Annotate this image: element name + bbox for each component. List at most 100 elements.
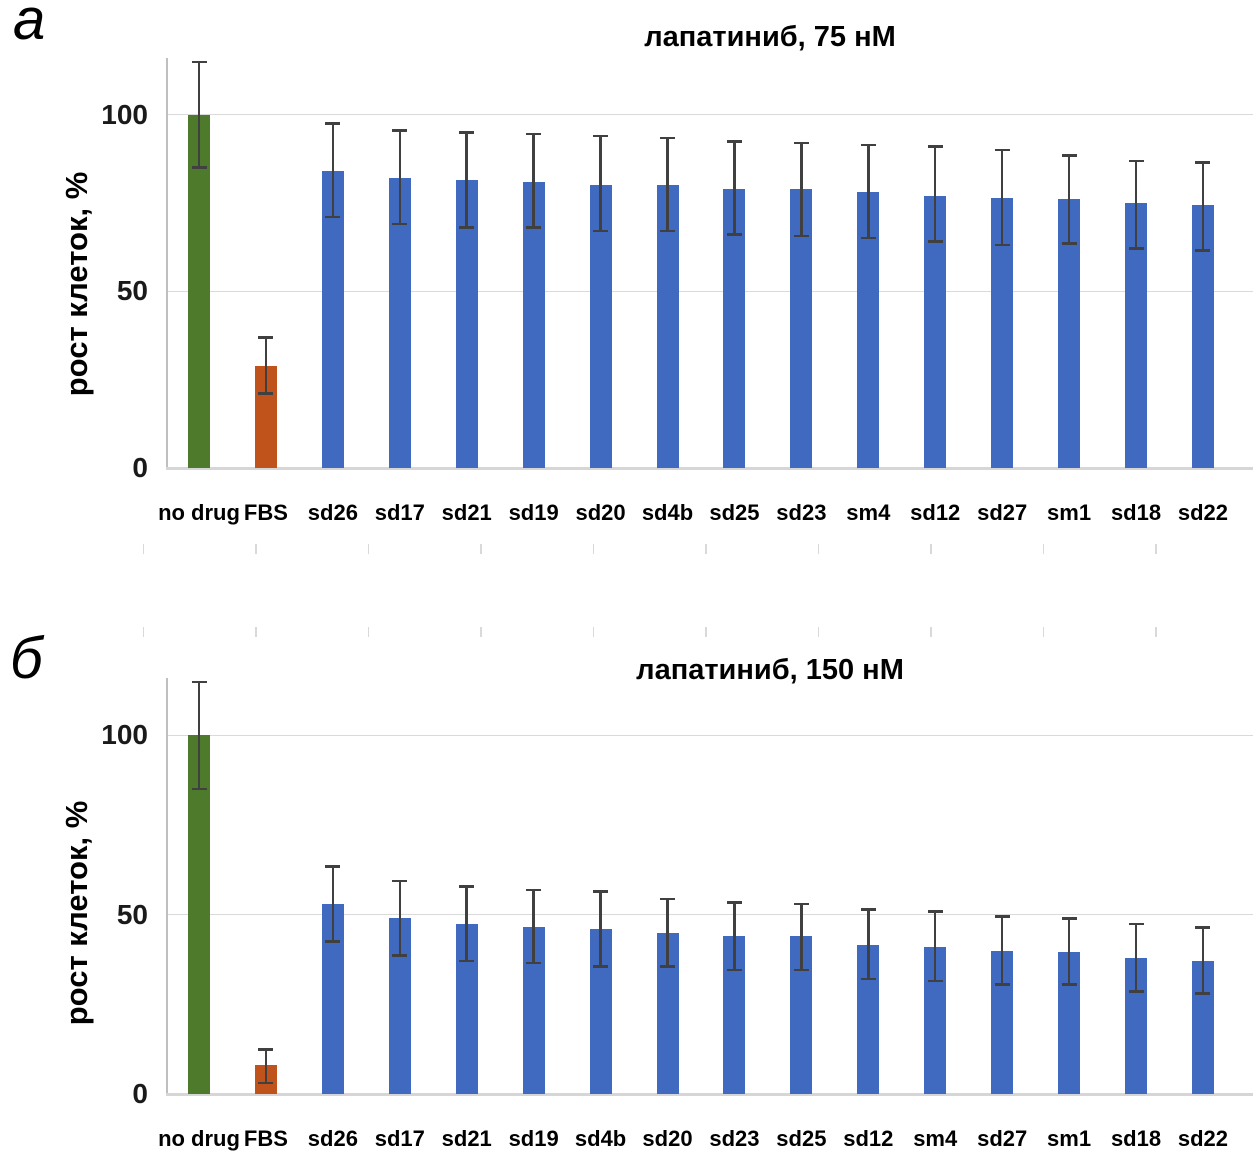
error-bar-no-drug (197, 61, 201, 168)
x-tick-label-no-drug: no drug (158, 500, 240, 525)
y-tick-label: 50 (116, 898, 148, 930)
error-cap-bottom (994, 983, 1010, 986)
error-cap-top (258, 336, 274, 339)
bar-sd19 (522, 927, 545, 1094)
error-cap-bottom (1195, 992, 1211, 995)
error-cap-top (325, 865, 341, 868)
bar-sm4 (924, 946, 947, 1094)
bar-sd25 (723, 188, 746, 468)
error-bar-sd4b (599, 891, 602, 967)
error-bar-sd19 (532, 889, 535, 964)
bar-sd21 (455, 179, 478, 468)
x-tick-label-sd25: sd25 (709, 500, 760, 525)
error-bar-sd22 (1201, 162, 1205, 251)
error-bar-sm1 (1067, 155, 1071, 244)
x-tick-label-sd26: sd26 (307, 1126, 358, 1151)
x-tick-label-sd26: sd26 (307, 500, 358, 525)
error-bar-sd4b (666, 137, 669, 232)
error-cap-top (994, 148, 1010, 152)
x-tick-label-sd27: sd27 (977, 1126, 1028, 1151)
minor-tick (1042, 627, 1045, 637)
error-cap-bottom (1128, 247, 1144, 250)
x-tick-label-sd20: sd20 (575, 500, 626, 525)
error-cap-top (927, 910, 943, 913)
x-tick-label-sd4b: sd4b (574, 1126, 627, 1151)
error-cap-top (325, 122, 341, 125)
error-cap-top (191, 680, 207, 684)
error-cap-top (258, 1048, 274, 1051)
error-cap-bottom (593, 229, 609, 233)
error-cap-top (793, 902, 809, 906)
error-cap-bottom (994, 243, 1010, 247)
minor-tick (1155, 544, 1157, 554)
error-cap-bottom (860, 977, 876, 981)
error-cap-top (392, 129, 408, 132)
minor-tick (930, 627, 932, 637)
error-cap-top (927, 145, 943, 148)
error-cap-bottom (726, 968, 742, 972)
panel-b-chart-title: лапатиниб, 150 нМ (636, 654, 904, 686)
error-bar-sd18 (1134, 160, 1138, 249)
error-bar-sd20 (666, 898, 669, 967)
error-cap-top (860, 908, 876, 911)
error-cap-bottom (593, 965, 609, 968)
x-tick-label-sd19: sd19 (508, 500, 559, 525)
error-bar-sd22 (1201, 927, 1205, 994)
x-tick-label-sd12: sd12 (843, 1126, 894, 1151)
bar-sd23 (723, 936, 746, 1094)
error-bar-sm4 (933, 911, 937, 982)
panel-b-label: б (10, 626, 43, 691)
error-cap-bottom (392, 954, 408, 957)
error-bar-sd17 (398, 130, 402, 225)
error-cap-top (793, 141, 809, 145)
x-tick-label-sm4: sm4 (846, 500, 891, 525)
minor-tick (592, 544, 595, 554)
x-axis-line (166, 467, 1253, 470)
error-bar-sd26 (331, 123, 335, 218)
error-cap-bottom (860, 236, 876, 240)
minor-tick (142, 627, 145, 637)
x-tick-label-sd21: sd21 (441, 1126, 492, 1151)
x-tick-label-no-drug: no drug (158, 1126, 240, 1151)
bar-sd18 (1125, 202, 1148, 468)
error-cap-top (526, 888, 542, 892)
error-cap-top (1195, 161, 1211, 164)
error-bar-sd23 (800, 142, 803, 237)
error-cap-bottom (927, 240, 943, 243)
error-bar-FBS (264, 337, 268, 394)
error-cap-bottom (660, 965, 675, 968)
y-tick-label: 50 (116, 275, 148, 307)
error-cap-bottom (258, 1081, 274, 1085)
error-cap-top (660, 897, 675, 901)
x-tick-label-sd22: sd22 (1177, 1126, 1229, 1151)
x-tick-label-sd27: sd27 (977, 500, 1028, 525)
minor-tick (480, 544, 482, 554)
error-cap-bottom (325, 940, 341, 943)
error-cap-top (191, 60, 207, 64)
bar-no-drug (188, 114, 210, 468)
minor-tick (480, 627, 482, 637)
error-bar-sd12 (867, 909, 870, 980)
minor-tick (367, 627, 370, 637)
error-cap-top (726, 901, 742, 904)
error-cap-bottom (1195, 249, 1211, 252)
x-tick-label-sd12: sd12 (910, 500, 961, 525)
x-axis-line (166, 1093, 1253, 1096)
error-bar-sd12 (933, 146, 937, 242)
bar-sd4b (656, 185, 679, 468)
bar-no-drug (188, 735, 210, 1094)
error-cap-top (994, 915, 1010, 918)
gridline-50 (166, 914, 1253, 916)
bar-sm4 (857, 192, 880, 468)
error-cap-bottom (526, 226, 542, 229)
x-tick-label-sd4b: sd4b (641, 500, 694, 525)
error-cap-bottom (392, 222, 408, 226)
bar-sm1 (1058, 199, 1081, 468)
error-cap-top (593, 890, 609, 893)
error-cap-top (1061, 154, 1077, 157)
x-tick-label-sd17: sd17 (374, 500, 425, 525)
panel-a-chart-title: лапатиниб, 75 нМ (644, 21, 896, 53)
